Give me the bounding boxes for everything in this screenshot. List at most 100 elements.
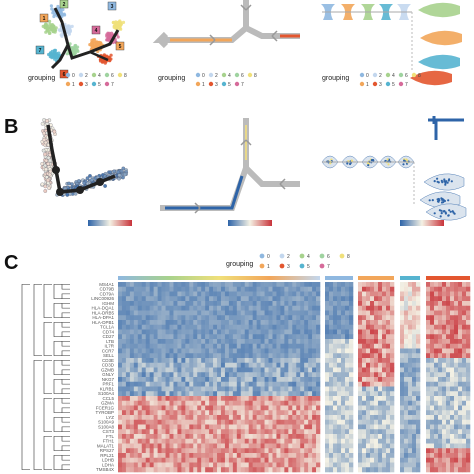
heatmap-cell [329, 415, 334, 421]
cell-point [68, 28, 72, 32]
heatmap-cell [316, 291, 321, 297]
heatmap-cell [193, 419, 198, 425]
heatmap-cell [325, 305, 330, 311]
heatmap-cell [177, 324, 182, 330]
heatmap-cell [228, 305, 234, 311]
heatmap-cell [149, 301, 154, 307]
heatmap-cell [252, 396, 257, 402]
heatmap-cell [169, 367, 174, 373]
cell-point [447, 179, 450, 182]
heatmap-cell [284, 453, 289, 459]
heatmap-cell [228, 448, 234, 454]
heatmap-cell [220, 462, 226, 468]
cell-point [112, 169, 117, 174]
heatmap-cell [201, 305, 206, 311]
heatmap-cell [349, 443, 354, 449]
heatmap-cell [193, 367, 198, 373]
heatmap-cell [362, 443, 367, 449]
heatmap-cell [304, 367, 309, 373]
heatmap-cell [400, 324, 405, 330]
heatmap-cell [201, 358, 206, 364]
heatmap-cell [362, 310, 367, 316]
heatmap-cell [264, 301, 269, 307]
heatmap-cell [312, 367, 317, 373]
dendrogram-branch [53, 303, 62, 318]
heatmap-cell [325, 339, 330, 345]
heatmap-cell [280, 434, 285, 440]
heatmap-cell [382, 424, 387, 430]
heatmap-cell [408, 296, 413, 302]
heatmap-cell [296, 305, 301, 311]
heatmap-cell [185, 453, 190, 459]
heatmap-cell [173, 334, 178, 340]
heatmap-cell [426, 381, 431, 387]
heatmap-cell [173, 462, 178, 468]
heatmap-cell [153, 296, 158, 302]
heatmap-cell [296, 282, 301, 288]
heatmap-cell [362, 301, 367, 307]
heatmap-cell [345, 315, 350, 321]
heatmap-cell [329, 405, 334, 411]
heatmap-cell [366, 348, 371, 354]
heatmap-cell [181, 405, 186, 411]
heatmap-cell [430, 329, 435, 335]
heatmap-cell [434, 291, 439, 297]
heatmap-cell [280, 457, 285, 463]
heatmap-cell [345, 424, 350, 430]
heatmap-cell [236, 339, 242, 345]
heatmap-cell [276, 443, 281, 449]
heatmap-cell [252, 315, 257, 321]
heatmap-cell [450, 348, 455, 354]
heatmap-cell [197, 324, 202, 330]
heatmap-cell [304, 396, 309, 402]
heatmap-cell [217, 282, 222, 288]
heatmap-cell [304, 429, 309, 435]
heatmap-cell [236, 391, 242, 397]
heatmap-cell [312, 434, 317, 440]
heatmap-cell [157, 424, 162, 430]
heatmap-cell [268, 434, 273, 440]
heatmap-cell [220, 377, 226, 383]
cell-point [117, 26, 121, 31]
cell-point [49, 4, 54, 8]
heatmap-cell [125, 438, 131, 444]
heatmap-cell [260, 457, 265, 463]
heatmap-cell [442, 443, 447, 449]
heatmap-cell [366, 372, 371, 378]
heatmap-cell [252, 282, 257, 288]
panel-b-trajectory [46, 124, 116, 196]
heatmap-cell [264, 377, 269, 383]
heatmap-cell [141, 324, 147, 330]
heatmap-cell [240, 353, 246, 359]
heatmap-cell [252, 320, 257, 326]
heatmap-cell [345, 310, 350, 316]
heatmap-cell [232, 362, 238, 368]
heatmap-cell [416, 419, 421, 425]
gene-label: CD79A [99, 291, 114, 296]
heatmap-cell [220, 467, 226, 473]
heatmap-cell [304, 358, 309, 364]
heatmap-cell [378, 457, 383, 463]
heatmap-cell [121, 282, 127, 288]
heatmap-cell [201, 372, 206, 378]
heatmap-cell [264, 315, 269, 321]
heatmap-cell [446, 410, 451, 416]
heatmap-cell [213, 348, 218, 354]
heatmap-cell [292, 372, 297, 378]
heatmap-cell [177, 410, 182, 416]
heatmap-cell [205, 410, 210, 416]
legend-label: 2 [379, 73, 382, 79]
heatmap-cell [349, 358, 354, 364]
heatmap-cell [260, 343, 265, 349]
heatmap-cell [466, 415, 471, 421]
heatmap-cell [341, 438, 346, 444]
heatmap-cell [325, 367, 330, 373]
heatmap-cell [304, 467, 309, 473]
heatmap-cell [129, 415, 135, 421]
heatmap-cell [362, 391, 367, 397]
heatmap-cell [145, 391, 150, 397]
heatmap-cell [378, 429, 383, 435]
heatmap-cell [141, 334, 147, 340]
heatmap-cell [312, 315, 317, 321]
